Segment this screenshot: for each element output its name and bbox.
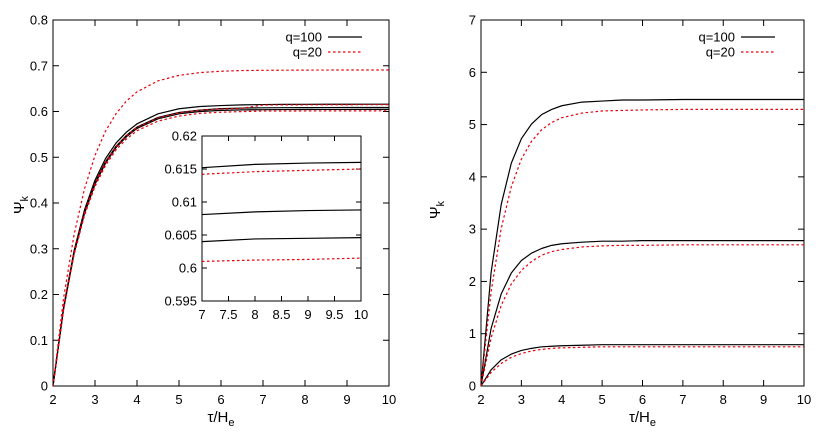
inset-y-tick-label: 0.595 xyxy=(164,294,197,309)
inset-series-line-5 xyxy=(202,257,361,262)
right-y-tick-label: 3 xyxy=(469,222,476,237)
inset-y-tick-label: 0.6 xyxy=(179,261,197,276)
left-y-tick-label: 0.3 xyxy=(30,241,48,256)
left-x-tick-label: 9 xyxy=(343,392,350,407)
right-x-tick-label: 9 xyxy=(760,392,767,407)
right-x-tick-label: 3 xyxy=(518,392,525,407)
inset-series-line-4 xyxy=(202,168,361,175)
left-x-tick-label: 3 xyxy=(91,392,98,407)
right-legend-label-2: q=20 xyxy=(706,45,735,60)
left-y-axis-label: Ψk xyxy=(11,195,31,214)
left-x-tick-label: 8 xyxy=(301,392,308,407)
right-y-tick-label: 6 xyxy=(469,65,476,80)
right-series-line-1 xyxy=(481,98,804,386)
right-x-tick-label: 8 xyxy=(720,392,727,407)
left-y-tick-label: 0.8 xyxy=(30,13,48,28)
inset-x-tick-label: 8 xyxy=(251,307,258,322)
left-y-tick-label: 0.5 xyxy=(30,150,48,165)
left-series-line-6 xyxy=(53,110,389,386)
left-series-line-5 xyxy=(53,104,389,386)
left-x-axis-label: τ/He xyxy=(207,409,234,429)
left-x-tick-label: 6 xyxy=(217,392,224,407)
left-y-tick-label: 0.2 xyxy=(30,287,48,302)
right-series-line-3 xyxy=(481,240,804,386)
right-legend-label-1: q=100 xyxy=(698,30,735,45)
left-y-tick-label: 0.7 xyxy=(30,58,48,73)
inset-x-tick-label: 7.5 xyxy=(219,307,237,322)
right-y-tick-label: 1 xyxy=(469,326,476,341)
inset-x-tick-label: 8.5 xyxy=(272,307,290,322)
left-legend-label-2: q=20 xyxy=(293,45,322,60)
left-x-tick-label: 10 xyxy=(382,392,396,407)
right-x-tick-label: 2 xyxy=(477,392,484,407)
right-x-tick-label: 6 xyxy=(639,392,646,407)
left-series-line-1 xyxy=(53,103,389,386)
left-x-tick-label: 4 xyxy=(133,392,140,407)
right-series-line-5 xyxy=(481,344,804,386)
left-chart: 2 3 4 5 6 7 8 9 10 0 0.1 0.2 0.3 0.4 0.5 0.6 0.7 0.8 τ/He Ψ… xyxy=(11,13,396,430)
left-x-tick-label: 5 xyxy=(175,392,182,407)
inset-series-line-2 xyxy=(202,209,361,216)
left-y-tick-label: 0.4 xyxy=(30,196,48,211)
inset-plot-frame xyxy=(201,135,362,302)
left-x-tick-label: 2 xyxy=(49,392,56,407)
right-x-tick-label: 7 xyxy=(679,392,686,407)
left-legend-label-1: q=100 xyxy=(285,30,322,45)
right-x-tick-label: 4 xyxy=(558,392,565,407)
inset-chart: 7 7.5 8 8.5 9 9.5 10 0.595 0.6 0.605 0.61 0.615 0.62 xyxy=(164,129,368,323)
inset-x-tick-label: 9 xyxy=(304,307,311,322)
right-x-tick-label: 5 xyxy=(599,392,606,407)
inset-y-tick-label: 0.61 xyxy=(172,195,197,210)
right-y-tick-label: 2 xyxy=(469,274,476,289)
inset-y-tick-label: 0.62 xyxy=(172,129,197,144)
left-y-tick-label: 0.1 xyxy=(30,333,48,348)
left-y-tick-label: 0.6 xyxy=(30,104,48,119)
inset-x-tick-label: 7 xyxy=(198,307,205,322)
right-y-tick-label: 7 xyxy=(469,13,476,28)
inset-x-tick-label: 10 xyxy=(354,307,368,322)
left-y-tick-label: 0 xyxy=(41,379,48,394)
right-x-tick-label: 10 xyxy=(797,392,811,407)
right-y-axis-label: Ψk xyxy=(427,200,447,219)
right-y-tick-label: 0 xyxy=(469,379,476,394)
inset-series-line-3 xyxy=(202,237,361,243)
right-y-tick-label: 5 xyxy=(469,117,476,132)
right-x-axis-label: τ/He xyxy=(629,409,656,429)
left-series-line-4 xyxy=(53,69,389,386)
inset-y-tick-label: 0.615 xyxy=(164,162,197,177)
inset-x-tick-label: 9.5 xyxy=(325,307,343,322)
right-plot-frame xyxy=(480,19,805,387)
left-x-tick-label: 7 xyxy=(259,392,266,407)
right-y-tick-label: 4 xyxy=(469,169,476,184)
inset-y-tick-label: 0.605 xyxy=(164,228,197,243)
right-series-line-2 xyxy=(481,108,804,386)
right-series-line-4 xyxy=(481,244,804,386)
inset-series-line-1 xyxy=(202,161,361,169)
